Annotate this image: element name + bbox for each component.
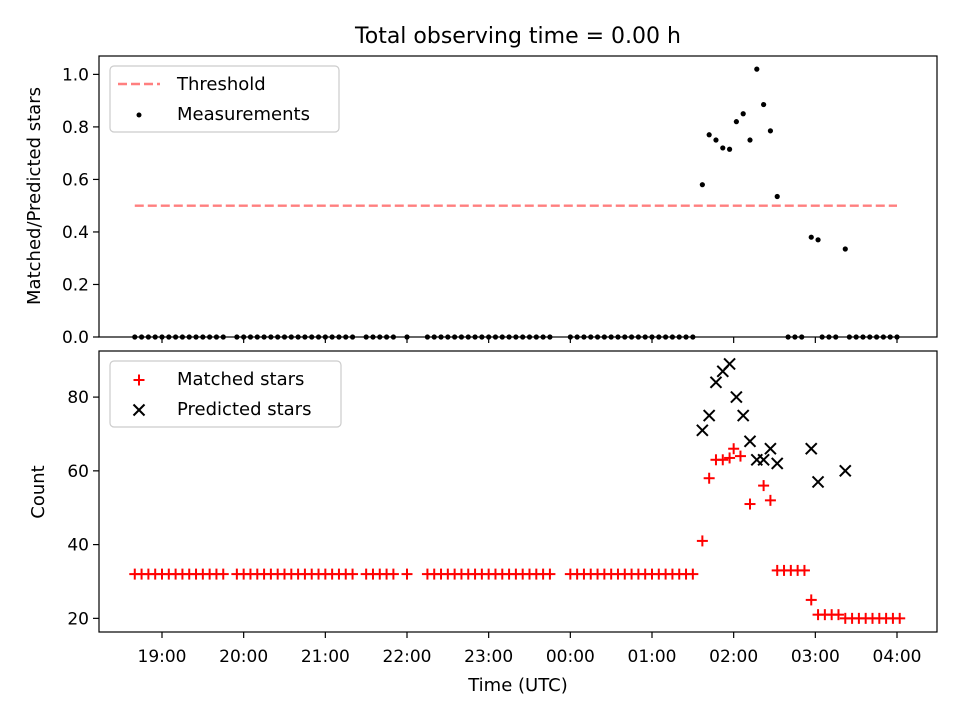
matched-stars-series	[129, 443, 906, 624]
measurement-point	[774, 193, 780, 200]
measurement-point	[767, 128, 774, 134]
predicted-star-point	[764, 442, 777, 455]
x-tick-label: 01:00	[628, 647, 677, 667]
bottom-axes-frame	[98, 350, 938, 633]
matched-star-point	[744, 498, 756, 510]
measurement-point	[699, 182, 705, 188]
predicted-star-point	[743, 435, 757, 448]
legend-predicted-swatch	[132, 403, 146, 417]
matched-star-point	[724, 452, 736, 464]
legend-matched-swatch	[133, 374, 145, 386]
matched-star-point	[758, 480, 770, 492]
matched-star-point	[805, 594, 817, 606]
x-tick-label: 22:00	[383, 647, 432, 667]
measurement-point	[713, 137, 719, 143]
x-tick-label: 04:00	[873, 647, 922, 667]
matched-star-point	[717, 454, 729, 466]
predicted-star-point	[811, 475, 825, 489]
bottom-y-tick-label: 60	[67, 462, 89, 482]
matched-star-point	[687, 568, 699, 580]
measurement-point	[808, 234, 814, 240]
legend-predicted-label: Predicted stars	[177, 399, 311, 420]
predicted-star-point	[723, 357, 736, 371]
matched-star-point	[401, 568, 413, 580]
matched-star-point	[544, 568, 556, 580]
legend-measurements-swatch	[136, 112, 142, 118]
x-tick-label: 20:00	[219, 647, 268, 667]
top-y-axis-label: Matched/Predicted stars	[24, 87, 45, 305]
measurement-point	[815, 237, 821, 243]
x-tick-label: 23:00	[464, 647, 513, 667]
top-y-tick-label: 0.4	[62, 223, 89, 243]
top-legend: Threshold Measurements	[109, 65, 340, 133]
measurement-point	[726, 146, 733, 152]
measurement-point	[733, 119, 739, 125]
matched-star-point	[696, 535, 708, 547]
measurement-point	[706, 132, 712, 138]
top-axes-frame	[98, 55, 938, 338]
top-y-tick-label: 0.2	[62, 275, 89, 295]
x-tick-label: 19:00	[138, 647, 187, 667]
predicted-star-point	[730, 390, 743, 404]
measurement-point	[740, 111, 746, 117]
predicted-star-point	[702, 409, 716, 422]
matched-star-point	[734, 450, 746, 462]
x-tick-label: 00:00	[546, 647, 595, 667]
matched-star-point	[387, 568, 399, 580]
predicted-stars-series	[696, 357, 852, 489]
legend-measurements-label: Measurements	[177, 104, 310, 125]
bottom-y-tick-label: 40	[67, 536, 89, 556]
bottom-legend-frame	[109, 360, 342, 428]
bottom-y-axis-label: Count	[28, 465, 49, 518]
legend-predicted-marker	[132, 403, 146, 417]
x-tick-label: 03:00	[791, 647, 840, 667]
predicted-star-point	[709, 376, 723, 389]
predicted-star-point	[736, 409, 750, 422]
matched-star-point	[894, 612, 906, 624]
bottom-legend: Matched stars Predicted stars	[109, 360, 342, 428]
top-panel: 0.0 0.2 0.4 0.6 0.8 1.0 Matched/Predicted sta…	[24, 55, 938, 348]
bottom-panel: 20 40 60 80 19:00 20:00 21:00 22:00 23:00 00:00 0…	[28, 350, 938, 696]
top-y-tick-label: 0.6	[62, 170, 89, 190]
matched-star-point	[832, 609, 844, 621]
predicted-star-point	[839, 464, 852, 478]
bottom-y-tick-label: 80	[67, 388, 89, 408]
predicted-star-point	[696, 424, 709, 437]
top-y-tick-label: 1.0	[62, 65, 89, 85]
matched-star-point	[798, 564, 810, 576]
measurement-point	[754, 66, 760, 72]
bottom-y-ticks: 20 40 60 80	[67, 388, 99, 629]
x-axis-label: Time (UTC)	[467, 675, 568, 696]
predicted-star-point	[757, 453, 770, 466]
matched-star-point	[764, 494, 776, 506]
matched-star-point	[728, 443, 740, 455]
legend-matched-label: Matched stars	[177, 369, 304, 390]
predicted-star-point	[805, 442, 818, 455]
matched-star-point	[703, 472, 715, 484]
top-legend-frame	[109, 65, 340, 133]
x-tick-label: 21:00	[301, 647, 350, 667]
matched-star-point	[217, 568, 229, 580]
bottom-x-ticks: 19:00 20:00 21:00 22:00 23:00 00:00 01:00 02:00…	[138, 632, 922, 667]
x-tick-label: 02:00	[709, 647, 758, 667]
top-y-ticks: 0.0 0.2 0.4 0.6 0.8 1.0	[62, 65, 99, 348]
top-y-tick-label: 0.8	[62, 118, 89, 138]
predicted-star-point	[771, 457, 784, 470]
matched-star-point	[347, 568, 359, 580]
measurement-point	[720, 145, 726, 151]
chart-title: Total observing time = 0.00 h	[354, 24, 681, 49]
bottom-y-tick-label: 20	[67, 609, 89, 629]
top-y-tick-label: 0.0	[62, 328, 89, 348]
measurement-point	[761, 101, 767, 108]
measurement-point	[842, 246, 848, 252]
measurement-point	[747, 137, 753, 143]
legend-threshold-label: Threshold	[176, 74, 266, 95]
legend-matched-marker	[133, 374, 145, 386]
